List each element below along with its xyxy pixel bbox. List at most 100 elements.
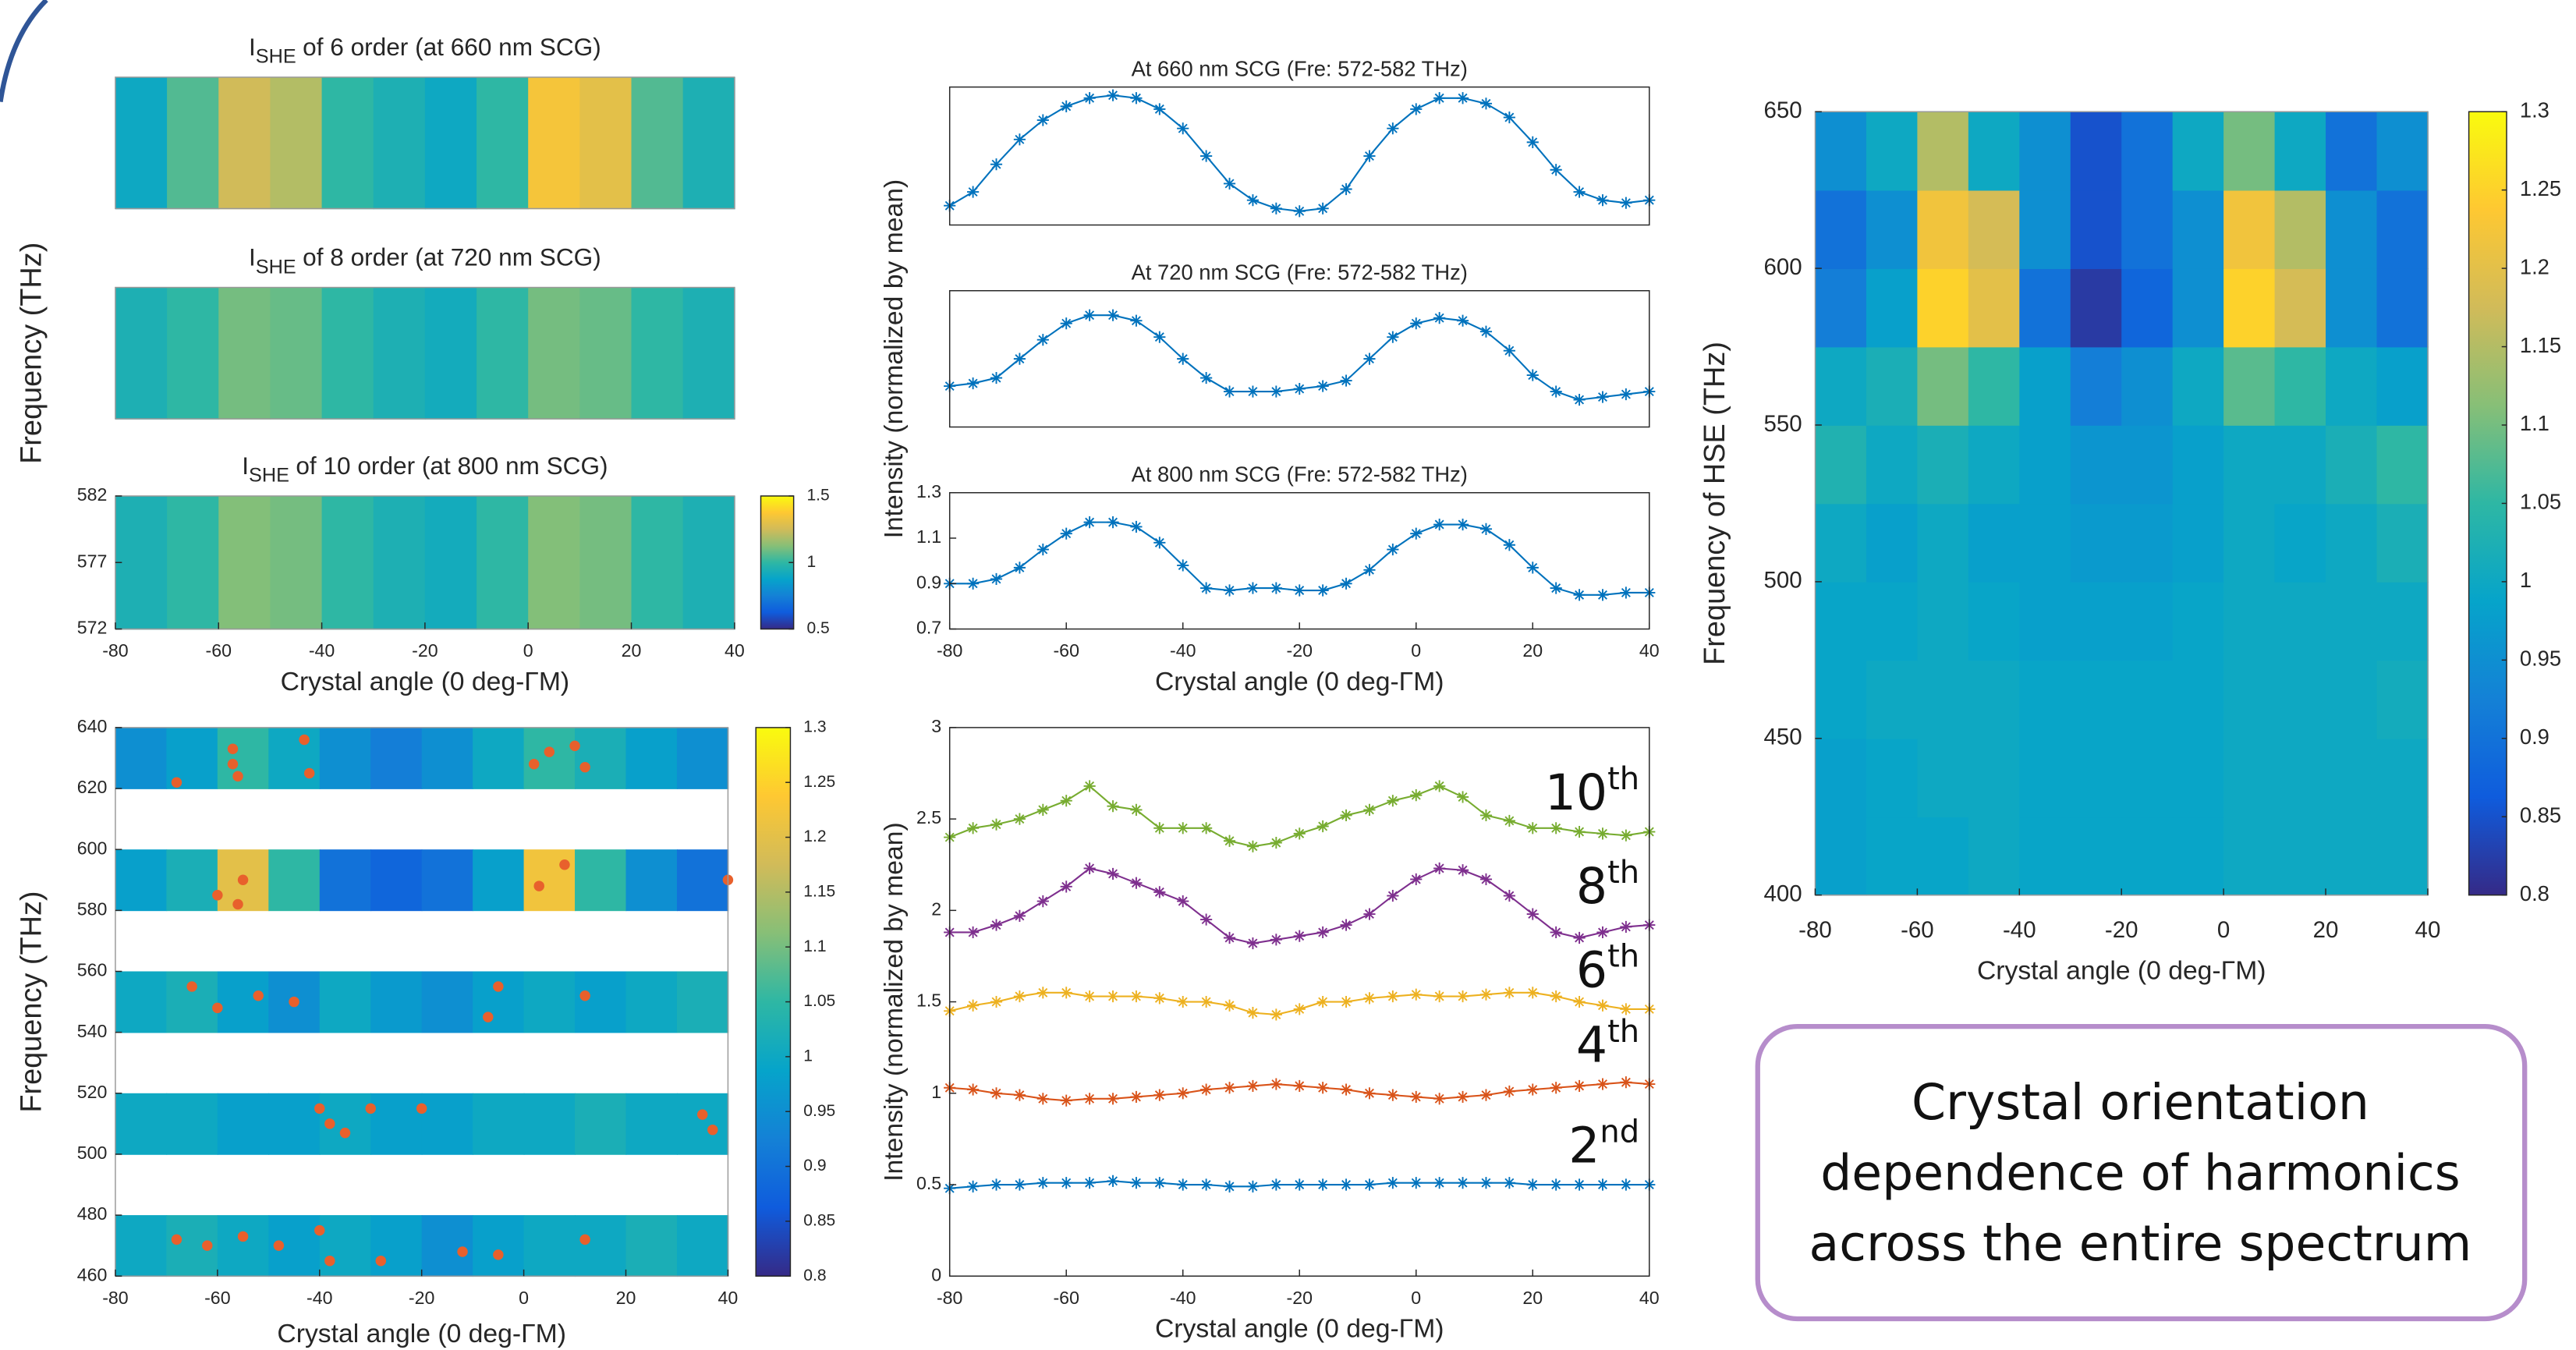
heatmap-cell (1815, 503, 1867, 583)
y-tick-label: 520 (77, 1082, 108, 1102)
text-box (1755, 1023, 2528, 1322)
star-marker (1410, 317, 1423, 330)
star-marker (1363, 150, 1376, 162)
star-marker (1177, 1178, 1189, 1191)
title-main: At 720 nm SCG (Fre: 572-582 THz) (1132, 260, 1468, 285)
star-marker (1153, 103, 1166, 115)
star-marker (1130, 1177, 1143, 1189)
star-marker (1036, 1177, 1049, 1189)
y-axis-label: Frequency (THz) (16, 891, 48, 1112)
colorbar-tick-label: 1 (2520, 568, 2532, 592)
star-marker (1060, 100, 1072, 112)
heatmap-cell (2172, 581, 2224, 661)
heatmap-cell (2274, 581, 2326, 661)
y-tick-label: 620 (77, 777, 108, 797)
x-tick-label: -80 (102, 640, 128, 661)
colorbar-tick-label: 1.25 (2520, 176, 2561, 200)
axes-frame (115, 286, 735, 420)
star-marker (1620, 1076, 1632, 1089)
annotation-number: 4 (1576, 1015, 1607, 1073)
star-marker (1036, 1093, 1049, 1105)
title-main: At 800 nm SCG (Fre: 572-582 THz) (1132, 462, 1468, 487)
heatmap-cell (2223, 660, 2276, 739)
heatmap-cell (625, 1093, 678, 1155)
star-marker (1550, 1082, 1562, 1094)
scatter-point (528, 759, 540, 770)
scatter-point (569, 740, 580, 752)
heatmap-cell (1917, 660, 1969, 739)
star-marker (1107, 990, 1119, 1003)
scatter-point (579, 761, 590, 773)
heatmap-cell (676, 1093, 729, 1155)
annotation-suffix: th (1607, 761, 1639, 797)
heatmap-cell (1815, 346, 1867, 426)
heatmap-cell (2274, 817, 2326, 896)
x-tick-label: 0 (2217, 917, 2230, 943)
star-marker (1410, 1090, 1423, 1104)
heatmap-cell (1968, 503, 2021, 583)
star-marker (1013, 909, 1026, 922)
annotation-suffix: nd (1600, 1114, 1639, 1150)
scatter-point (579, 1234, 590, 1245)
colorbar (755, 727, 792, 1277)
heatmap-cell (2172, 190, 2224, 269)
star-marker (1456, 92, 1469, 105)
star-marker (967, 926, 980, 939)
star-marker (1503, 890, 1515, 902)
star-marker (1340, 577, 1352, 590)
star-marker (1246, 937, 1260, 950)
colorbar-tick-label: 0.8 (2520, 881, 2549, 905)
star-marker (1387, 1177, 1399, 1189)
star-marker (1130, 1090, 1143, 1104)
star-marker (1107, 1175, 1119, 1187)
y-tick-label: 550 (1763, 411, 1802, 437)
star-marker (1130, 314, 1143, 327)
series-annotation: 4th (1576, 1014, 1639, 1074)
heatmap-cell (2223, 346, 2276, 426)
y-tick-label: 640 (77, 716, 108, 736)
heatmap-cell (2223, 268, 2276, 348)
colorbar-tick-label: 1.2 (803, 827, 826, 845)
heatmap-cell (2070, 660, 2123, 739)
heatmap-cell (2172, 660, 2224, 739)
heatmap-cell (2070, 268, 2123, 348)
star-marker (1083, 990, 1096, 1003)
star-marker (1177, 895, 1189, 908)
star-marker (1083, 516, 1096, 529)
heatmap-cell (575, 727, 627, 789)
corner-arc (0, 0, 48, 103)
x-tick-label: -40 (2003, 917, 2036, 943)
heatmap-cell (2172, 817, 2224, 896)
star-marker (1573, 931, 1586, 944)
star-marker (1596, 1178, 1609, 1191)
heatmap-cell (268, 727, 321, 789)
x-tick-label: -60 (206, 640, 232, 661)
star-marker (1293, 205, 1306, 218)
heatmap-cell (2172, 424, 2224, 505)
heatmap-cell (2274, 346, 2326, 426)
annotation-suffix: th (1607, 855, 1639, 891)
heatmap-cell (1815, 190, 1867, 269)
heatmap-cell (1866, 660, 1919, 739)
heatmap-cell (1866, 346, 1919, 426)
heatmap-cell (2223, 817, 2276, 896)
y-tick-label: 540 (77, 1021, 108, 1041)
heatmap-cell (2376, 424, 2429, 505)
x-tick-label: -20 (1287, 640, 1313, 661)
heatmap-cell (115, 495, 168, 630)
star-marker (1293, 827, 1306, 840)
star-marker (1620, 586, 1632, 599)
y-axis-label: Intensity (normalized by mean) (880, 822, 909, 1182)
chart-title: At 660 nm SCG (Fre: 572-582 THz) (1132, 57, 1468, 81)
star-marker (1130, 990, 1143, 1003)
heatmap-cell (421, 1215, 473, 1277)
star-marker (1620, 920, 1632, 934)
star-marker (1223, 1180, 1236, 1192)
title-main: I (249, 34, 256, 62)
heatmap-cell (2070, 581, 2123, 661)
star-marker (1316, 995, 1329, 1008)
heatmap-cell (575, 1215, 627, 1277)
y-tick-label: 580 (77, 898, 108, 919)
colorbar-tick-label: 0.9 (2520, 725, 2549, 749)
heatmap-cell (2172, 268, 2224, 348)
